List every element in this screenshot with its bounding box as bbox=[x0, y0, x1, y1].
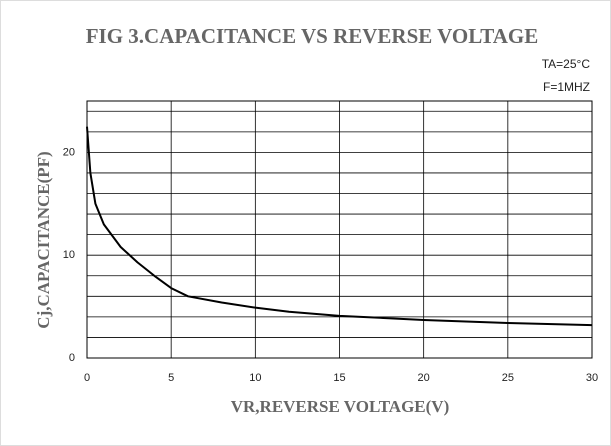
y-axis-label: Cj,CAPACITANCE(PF) bbox=[34, 151, 53, 328]
y-tick-label: 10 bbox=[63, 249, 75, 261]
chart-title: FIG 3.CAPACITANCE VS REVERSE VOLTAGE bbox=[86, 24, 539, 48]
x-tick-label: 20 bbox=[418, 372, 430, 384]
x-tick-label: 10 bbox=[249, 372, 261, 384]
x-axis-label: VR,REVERSE VOLTAGE(V) bbox=[231, 397, 450, 416]
x-tick-label: 30 bbox=[586, 372, 598, 384]
annotation: F=1MHZ bbox=[543, 80, 590, 94]
annotation: TA=25°C bbox=[542, 57, 591, 71]
x-tick-label: 0 bbox=[84, 372, 90, 384]
y-tick-label: 0 bbox=[69, 352, 75, 364]
x-tick-label: 15 bbox=[333, 372, 345, 384]
y-tick-label: 20 bbox=[63, 146, 75, 158]
x-tick-label: 25 bbox=[502, 372, 514, 384]
data-line bbox=[86, 126, 593, 327]
x-tick-label: 5 bbox=[168, 372, 174, 384]
